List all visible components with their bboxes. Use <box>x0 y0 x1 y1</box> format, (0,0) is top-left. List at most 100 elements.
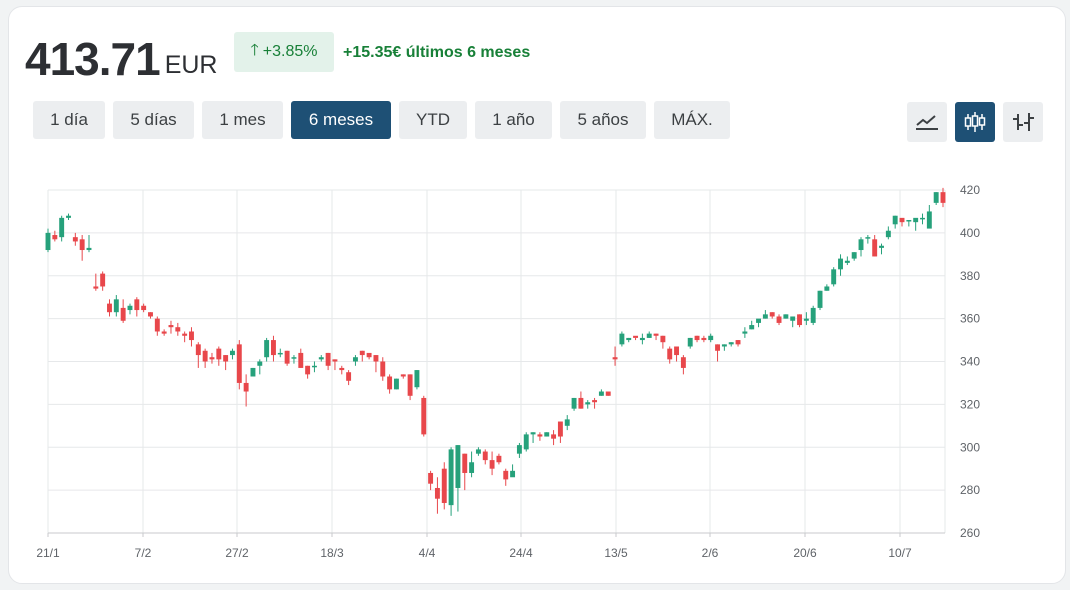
candle-body <box>920 217 925 220</box>
candle-body <box>202 350 208 362</box>
candle-body <box>879 245 884 248</box>
candle-body <box>838 258 843 270</box>
candle-body <box>571 397 577 409</box>
x-tick-label: 18/3 <box>320 546 344 560</box>
candle-body <box>612 357 618 360</box>
candle-body <box>667 348 673 360</box>
candle-body <box>619 333 625 345</box>
x-tick-label: 7/2 <box>135 546 152 560</box>
candle-body <box>393 378 399 390</box>
candle-body <box>305 365 311 375</box>
range-button-5-days[interactable]: 5 días <box>113 101 194 139</box>
range-button-ytd[interactable]: YTD <box>399 101 467 139</box>
candle-body <box>557 421 563 437</box>
candle-body <box>161 331 167 334</box>
line-chart-button[interactable] <box>907 102 947 142</box>
candle-body <box>284 350 290 364</box>
candlestick-chart-button[interactable] <box>955 102 995 142</box>
currency-label: EUR <box>164 51 218 79</box>
candle-body <box>380 361 386 377</box>
y-tick-label: 340 <box>960 355 980 369</box>
candle-body <box>530 432 536 435</box>
candle-body <box>421 397 427 435</box>
x-tick-label: 2/6 <box>702 546 719 560</box>
price-row: 413.71 EUR <box>25 28 218 82</box>
candle-body <box>223 355 229 362</box>
y-tick-label: 280 <box>960 483 980 497</box>
current-price: 413.71 <box>25 33 161 85</box>
candle-body <box>264 340 270 358</box>
candle-body <box>660 335 666 343</box>
candle-body <box>120 307 126 321</box>
candle-body <box>817 290 823 308</box>
line-chart-icon <box>916 115 938 130</box>
candle-body <box>653 333 659 336</box>
candle-body <box>428 472 434 484</box>
candle-body <box>298 352 304 368</box>
candle-body <box>441 468 447 503</box>
candle-body <box>844 260 850 263</box>
candle-body <box>182 333 188 336</box>
candle-body <box>892 215 898 225</box>
change-amount-text: +15.35€ últimos 6 meses <box>343 44 531 61</box>
candle-body <box>387 376 393 390</box>
x-tick-label: 20/6 <box>793 546 817 560</box>
candle-body <box>414 370 420 388</box>
candle-body <box>831 269 837 285</box>
candle-body <box>762 314 768 319</box>
y-tick-label: 300 <box>960 440 980 454</box>
candle-body <box>45 232 51 251</box>
candle-body <box>933 192 939 203</box>
candle-body <box>66 215 71 218</box>
range-button-max[interactable]: MÁX. <box>654 101 730 139</box>
candle-body <box>646 333 652 338</box>
candle-body <box>175 327 181 332</box>
candle-body <box>810 307 816 323</box>
candle-body <box>257 361 263 366</box>
candle-body <box>469 462 475 473</box>
range-button-1-month[interactable]: 1 mes <box>202 101 283 139</box>
y-tick-label: 360 <box>960 312 980 326</box>
candle-body <box>79 239 85 251</box>
candle-body <box>448 449 454 506</box>
range-button-1-day[interactable]: 1 día <box>33 101 105 139</box>
candle-body <box>318 357 324 360</box>
candle-body <box>291 357 297 359</box>
candle-body <box>510 470 516 478</box>
candle-body <box>797 314 802 326</box>
candle-body <box>585 402 591 405</box>
candle-body <box>230 350 235 356</box>
range-button-6-months[interactable]: 6 meses <box>291 101 391 139</box>
candle-body <box>209 357 215 360</box>
candle-body <box>352 357 358 362</box>
candle-body <box>940 192 946 203</box>
candle-body <box>339 367 345 371</box>
candle-body <box>592 400 598 403</box>
candle-body <box>400 374 406 377</box>
candlestick-icon <box>964 112 986 132</box>
candle-body <box>236 344 242 383</box>
candle-body <box>674 346 680 356</box>
candle-body <box>366 352 372 358</box>
candle-body <box>715 344 721 351</box>
candle-body <box>687 337 693 347</box>
candle-body <box>851 252 857 259</box>
candle-body <box>311 365 317 368</box>
y-tick-label: 420 <box>960 183 980 197</box>
ohlc-chart-button[interactable] <box>1003 102 1043 142</box>
range-button-1-year[interactable]: 1 año <box>475 101 552 139</box>
candle-body <box>899 217 905 223</box>
candle-body <box>346 372 352 381</box>
x-tick-label: 27/2 <box>225 546 249 560</box>
candle-body <box>373 355 379 362</box>
range-button-5-years[interactable]: 5 años <box>560 101 646 139</box>
candle-body <box>250 367 256 377</box>
candle-body <box>168 325 174 328</box>
candle-body <box>195 344 201 356</box>
candle-body <box>564 419 570 426</box>
candle-body <box>926 211 932 229</box>
ohlc-bar-icon <box>1013 113 1034 131</box>
candle-body <box>537 434 543 437</box>
candle-body <box>749 325 755 330</box>
